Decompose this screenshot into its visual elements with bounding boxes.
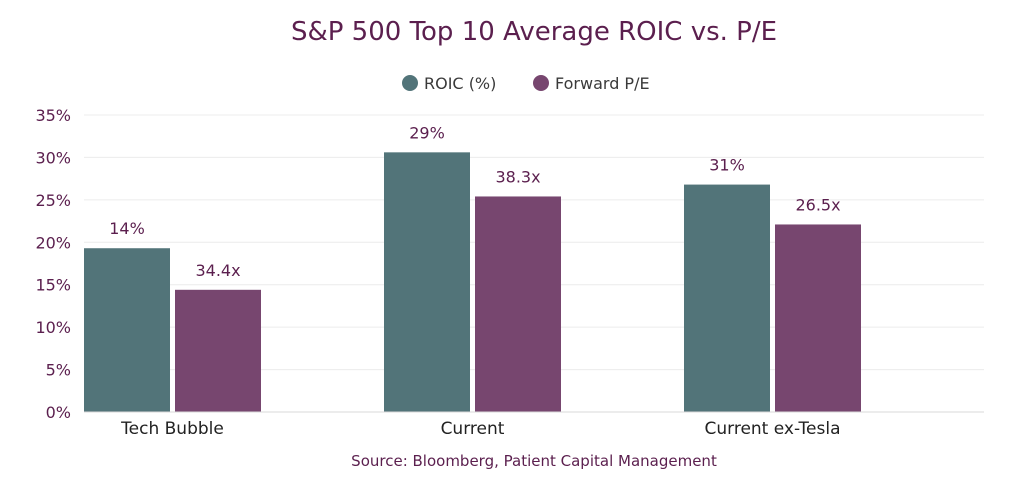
- bar-roic: [384, 152, 470, 412]
- data-label: 29%: [409, 123, 445, 142]
- bar-pe: [175, 289, 261, 412]
- bar-pe: [775, 224, 861, 412]
- y-tick-label: 15%: [35, 276, 71, 295]
- legend-label-pe: Forward P/E: [555, 74, 650, 93]
- legend-swatch-roic: [402, 75, 418, 91]
- category-label: Tech Bubble: [120, 419, 224, 439]
- y-tick-label: 20%: [35, 233, 71, 252]
- y-tick-label: 5%: [46, 361, 71, 380]
- bar-pe: [475, 196, 561, 412]
- y-axis: 0% 5% 10% 15% 20% 25% 30% 35%: [35, 106, 71, 422]
- source-note: Source: Bloomberg, Patient Capital Manag…: [351, 452, 717, 470]
- data-label: 14%: [109, 219, 145, 238]
- chart-title: S&P 500 Top 10 Average ROIC vs. P/E: [291, 17, 777, 47]
- x-axis: Tech Bubble Current Current ex-Tesla: [84, 411, 984, 439]
- legend-swatch-pe: [533, 75, 549, 91]
- category-label: Current: [441, 419, 505, 439]
- bar-roic: [84, 248, 170, 412]
- data-label: 38.3x: [495, 167, 540, 186]
- y-tick-label: 35%: [35, 106, 71, 125]
- y-tick-label: 25%: [35, 191, 71, 210]
- legend: ROIC (%) Forward P/E: [402, 74, 650, 93]
- bar-roic: [684, 184, 770, 412]
- bars: 14% 34.4x 29% 38.3x 31% 26.5x: [84, 123, 861, 412]
- data-label: 26.5x: [795, 195, 840, 214]
- category-label: Current ex-Tesla: [705, 419, 841, 439]
- data-label: 31%: [709, 156, 745, 175]
- legend-label-roic: ROIC (%): [424, 74, 496, 93]
- data-label: 34.4x: [195, 261, 240, 280]
- y-tick-label: 0%: [46, 403, 71, 422]
- y-tick-label: 10%: [35, 318, 71, 337]
- y-tick-label: 30%: [35, 148, 71, 167]
